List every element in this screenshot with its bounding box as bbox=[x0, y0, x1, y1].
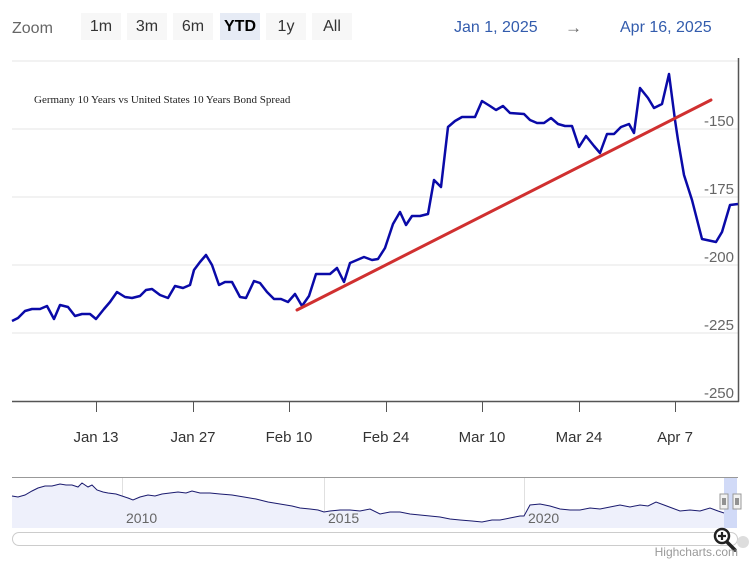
y-tick-label: -250 bbox=[704, 385, 734, 402]
range-button-1y[interactable]: 1y bbox=[266, 13, 306, 40]
credits-link[interactable]: Highcharts.com bbox=[654, 545, 738, 559]
navigator-scrollbar[interactable] bbox=[12, 532, 738, 546]
x-axis-ticks bbox=[96, 402, 676, 412]
arrow-right-icon: → bbox=[565, 18, 582, 37]
x-tick-label: Mar 10 bbox=[459, 429, 506, 446]
x-tick-label: Jan 13 bbox=[73, 429, 118, 446]
nav-year-label: 2010 bbox=[126, 510, 157, 526]
y-tick-label: -150 bbox=[704, 113, 734, 130]
nav-year-label: 2015 bbox=[328, 510, 359, 526]
navigator-right-handle[interactable] bbox=[732, 493, 742, 510]
navigator-left-handle[interactable] bbox=[719, 493, 729, 510]
x-axis-labels: Jan 13 Jan 27 Feb 10 Feb 24 Mar 10 Mar 2… bbox=[73, 429, 692, 446]
chart-title: Germany 10 Years vs United States 10 Yea… bbox=[34, 94, 291, 106]
navigator[interactable]: 2010 2015 2020 bbox=[11, 477, 742, 529]
navigator-series bbox=[11, 482, 725, 523]
x-tick-label: Mar 24 bbox=[556, 429, 603, 446]
zoom-label: Zoom bbox=[12, 20, 53, 37]
x-tick-label: Feb 10 bbox=[266, 429, 313, 446]
x-tick-label: Feb 24 bbox=[363, 429, 410, 446]
range-button-3m[interactable]: 3m bbox=[127, 13, 167, 40]
zoom-in-icon[interactable] bbox=[713, 527, 749, 552]
range-button-ytd[interactable]: YTD bbox=[220, 13, 260, 40]
range-button-all[interactable]: All bbox=[312, 13, 352, 40]
nav-year-label: 2020 bbox=[528, 510, 559, 526]
to-date-input[interactable]: Apr 16, 2025 bbox=[620, 19, 712, 36]
range-button-1m[interactable]: 1m bbox=[81, 13, 121, 40]
navigator-area bbox=[12, 483, 724, 528]
y-tick-label: -225 bbox=[704, 317, 734, 334]
spread-series-line[interactable] bbox=[11, 72, 739, 323]
x-tick-label: Apr 7 bbox=[657, 429, 693, 446]
trend-line bbox=[295, 98, 713, 312]
navigator-selected-range[interactable] bbox=[724, 478, 737, 528]
x-tick-label: Jan 27 bbox=[170, 429, 215, 446]
from-date-input[interactable]: Jan 1, 2025 bbox=[454, 19, 538, 36]
y-tick-label: -175 bbox=[704, 181, 734, 198]
range-selector: Zoom 1m 3m 6m YTD 1y All Jan 1, 2025 → A… bbox=[0, 0, 750, 58]
y-axis-labels: -150 -175 -200 -225 -250 bbox=[704, 113, 734, 402]
y-tick-label: -200 bbox=[704, 249, 734, 266]
range-button-6m[interactable]: 6m bbox=[173, 13, 213, 40]
y-gridlines bbox=[12, 60, 738, 334]
